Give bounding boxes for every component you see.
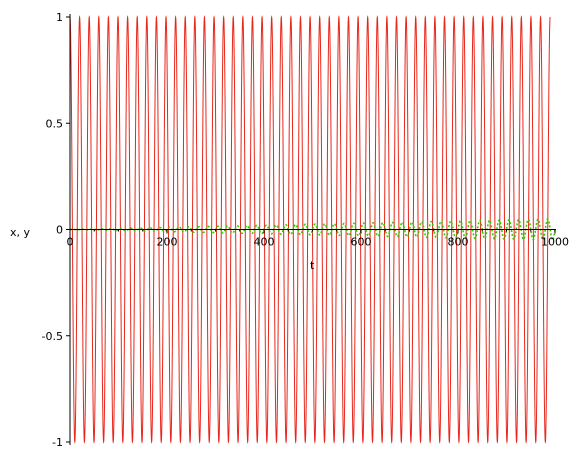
y-axis-label: x, y	[10, 226, 31, 239]
y-tick-label: 0.5	[46, 117, 64, 130]
x-tick-label: 0	[67, 236, 74, 249]
x-tick-label: 200	[157, 236, 178, 249]
series-layer	[69, 15, 556, 444]
tick-labels: 0 200 400 600 800 1000 1 0.5 0 -0.5 -1	[42, 11, 569, 449]
y-tick-label: 0	[56, 224, 63, 237]
x-tick-label: 1000	[541, 236, 569, 249]
series-line-1	[69, 15, 551, 444]
y-tick-label: -1	[52, 436, 63, 449]
y-tick-label: 1	[56, 11, 63, 24]
series-line-2	[70, 218, 556, 241]
x-tick-label: 400	[254, 236, 275, 249]
x-tick-label: 600	[351, 236, 372, 249]
axes	[66, 14, 556, 445]
x-axis-label: t	[310, 259, 315, 272]
y-tick-label: -0.5	[42, 330, 63, 343]
x-tick-label: 800	[448, 236, 469, 249]
